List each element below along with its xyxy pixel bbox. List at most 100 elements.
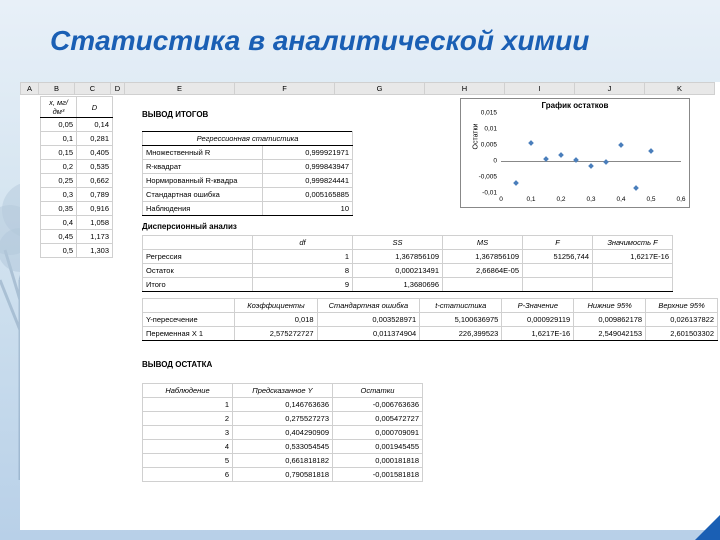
cell[interactable]: 2 xyxy=(143,412,233,426)
cell[interactable]: Наблюдение xyxy=(143,384,233,398)
cell[interactable]: 0,05 xyxy=(41,118,77,132)
cell[interactable]: 0,662 xyxy=(77,174,113,188)
cell[interactable]: 1,303 xyxy=(77,244,113,258)
cell[interactable]: 5 xyxy=(143,454,233,468)
cell[interactable]: 9 xyxy=(253,278,353,292)
cell[interactable]: Остатки xyxy=(333,384,423,398)
cell[interactable]: 0,1 xyxy=(41,132,77,146)
cell[interactable]: 1,367856109 xyxy=(443,250,523,264)
cell[interactable]: MS xyxy=(443,236,523,250)
cell[interactable]: 1 xyxy=(143,398,233,412)
cell[interactable]: 6 xyxy=(143,468,233,482)
cell[interactable]: 0,000181818 xyxy=(333,454,423,468)
cell[interactable]: Нижние 95% xyxy=(574,299,646,313)
cell[interactable]: 0,146763636 xyxy=(233,398,333,412)
cell[interactable]: 1,173 xyxy=(77,230,113,244)
cell[interactable]: 8 xyxy=(253,264,353,278)
cell[interactable]: 0,018 xyxy=(235,313,317,327)
cell[interactable]: Переменная X 1 xyxy=(143,327,235,341)
cell[interactable]: Y-пересечение xyxy=(143,313,235,327)
cell[interactable]: 0,661818182 xyxy=(233,454,333,468)
col-header[interactable]: F xyxy=(235,83,335,95)
cell[interactable]: 0,999843947 xyxy=(263,160,353,174)
cell[interactable] xyxy=(593,278,673,292)
residuals-chart[interactable]: График остатков Остатки 0,0150,010,0050-… xyxy=(460,98,690,208)
col-header[interactable]: I xyxy=(505,83,575,95)
cell[interactable]: Наблюдения xyxy=(143,202,263,216)
cell[interactable]: 0,003528971 xyxy=(317,313,420,327)
cell[interactable]: 0,275527273 xyxy=(233,412,333,426)
cell[interactable]: 226,399523 xyxy=(420,327,502,341)
cell[interactable]: 1,6217E-16 xyxy=(502,327,574,341)
cell[interactable]: -0,006763636 xyxy=(333,398,423,412)
cell[interactable]: 0,2 xyxy=(41,160,77,174)
cell[interactable]: 0,011374904 xyxy=(317,327,420,341)
cell[interactable]: 0,45 xyxy=(41,230,77,244)
cell[interactable]: 0,14 xyxy=(77,118,113,132)
cell[interactable]: 0,15 xyxy=(41,146,77,160)
cell[interactable]: Остаток xyxy=(143,264,253,278)
cell[interactable]: SS xyxy=(353,236,443,250)
cell[interactable]: 10 xyxy=(263,202,353,216)
col-header[interactable]: A xyxy=(21,83,39,95)
cell[interactable]: Итого xyxy=(143,278,253,292)
cell[interactable]: 4 xyxy=(143,440,233,454)
col-header[interactable]: H xyxy=(425,83,505,95)
cell[interactable] xyxy=(523,264,593,278)
cell[interactable]: 0,405 xyxy=(77,146,113,160)
cell[interactable]: P-Значение xyxy=(502,299,574,313)
cell[interactable]: 0,3 xyxy=(41,188,77,202)
cell[interactable]: F xyxy=(523,236,593,250)
cell[interactable]: 0,35 xyxy=(41,202,77,216)
cell[interactable]: 0,4 xyxy=(41,216,77,230)
cell[interactable]: 0,005165885 xyxy=(263,188,353,202)
col-header[interactable]: E xyxy=(125,83,235,95)
cell[interactable]: 0,916 xyxy=(77,202,113,216)
cell[interactable]: df xyxy=(253,236,353,250)
cell[interactable]: 0,999921971 xyxy=(263,146,353,160)
cell[interactable]: t-статистика xyxy=(420,299,502,313)
cell[interactable]: Множественный R xyxy=(143,146,263,160)
cell[interactable]: 1,367856109 xyxy=(353,250,443,264)
cell[interactable]: 5,100636975 xyxy=(420,313,502,327)
cell[interactable]: 0,000929119 xyxy=(502,313,574,327)
cell[interactable] xyxy=(593,264,673,278)
cell[interactable]: 3 xyxy=(143,426,233,440)
cell[interactable]: -0,001581818 xyxy=(333,468,423,482)
cell[interactable]: 0,404290909 xyxy=(233,426,333,440)
cell[interactable]: 1,6217E-16 xyxy=(593,250,673,264)
cell[interactable]: Нормированный R-квадра xyxy=(143,174,263,188)
cell[interactable] xyxy=(143,299,235,313)
cell[interactable] xyxy=(143,236,253,250)
col-header[interactable]: C xyxy=(75,83,111,95)
cell[interactable]: Верхние 95% xyxy=(646,299,718,313)
cell[interactable]: 0,026137822 xyxy=(646,313,718,327)
cell[interactable]: 0,281 xyxy=(77,132,113,146)
cell[interactable] xyxy=(443,278,523,292)
cell[interactable]: 0,533054545 xyxy=(233,440,333,454)
cell[interactable]: 2,575272727 xyxy=(235,327,317,341)
cell[interactable]: 51256,744 xyxy=(523,250,593,264)
cell[interactable]: 0,535 xyxy=(77,160,113,174)
col-header[interactable]: K xyxy=(645,83,715,95)
cell[interactable]: 1,3680696 xyxy=(353,278,443,292)
cell[interactable]: 2,66864E-05 xyxy=(443,264,523,278)
cell[interactable]: 0,790581818 xyxy=(233,468,333,482)
col-header[interactable]: D xyxy=(111,83,125,95)
cell[interactable]: Предсказанное Y xyxy=(233,384,333,398)
cell[interactable]: 0,999824441 xyxy=(263,174,353,188)
cell[interactable]: 1,058 xyxy=(77,216,113,230)
cell[interactable]: 0,005472727 xyxy=(333,412,423,426)
cell[interactable]: Стандартная ошибка xyxy=(317,299,420,313)
cell[interactable]: Стандартная ошибка xyxy=(143,188,263,202)
cell[interactable]: 0,001945455 xyxy=(333,440,423,454)
cell[interactable]: Регрессия xyxy=(143,250,253,264)
cell[interactable]: 0,789 xyxy=(77,188,113,202)
cell[interactable]: 2,549042153 xyxy=(574,327,646,341)
cell[interactable]: R-квадрат xyxy=(143,160,263,174)
cell[interactable]: 2,601503302 xyxy=(646,327,718,341)
cell[interactable]: 0,000213491 xyxy=(353,264,443,278)
cell[interactable]: 0,009862178 xyxy=(574,313,646,327)
col-header[interactable]: J xyxy=(575,83,645,95)
col-header[interactable]: B xyxy=(39,83,75,95)
